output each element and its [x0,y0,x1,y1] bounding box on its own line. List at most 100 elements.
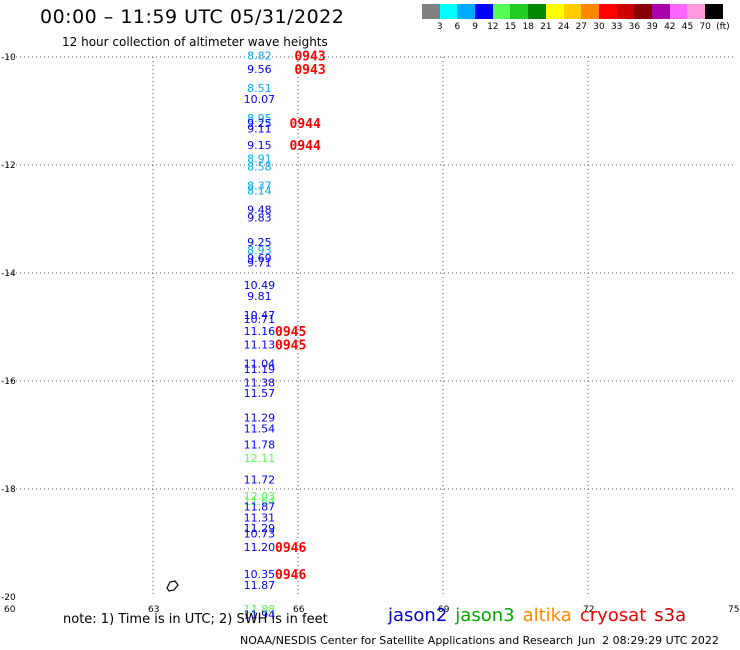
longitude-tick-label: 69 [438,605,450,615]
color-swatch [528,4,546,19]
color-scale-label: 27 [575,22,588,32]
wave-height-label: 10.47 [244,309,276,322]
wave-height-label: 9.71 [247,257,272,270]
wave-height-label: 9.56 [247,63,272,76]
color-scale-label: 33 [610,22,623,32]
pass-time-label: 0943 [294,50,325,65]
pass-time-label: 0946 [275,568,306,583]
latitude-tick-label: -14 [1,269,16,279]
color-scale-bar [422,4,723,20]
longitude-tick-label: 63 [148,605,159,615]
color-swatch [651,4,670,19]
wave-height-label: 8.91 [247,152,272,165]
pass-time-label: 0944 [290,139,321,154]
color-swatch [439,4,458,19]
color-scale-label: 45 [681,22,694,32]
wave-height-label: 11.94 [244,609,276,622]
footer-note: note: 1) Time is in UTC; 2) SWH is in fe… [63,612,328,627]
color-scale-label: 24 [557,22,570,32]
wave-height-label: 11.54 [244,422,276,435]
wave-height-label: 8.58 [247,160,272,173]
color-scale-labels: 3 6 9 12 15 18 21 24 27 30 33 36 39 42 45 70 (ft) [422,22,740,34]
wave-height-label: 9.83 [247,212,272,225]
color-swatch [492,4,511,19]
wave-height-label: 9.25 [247,236,272,249]
color-swatch [705,4,723,19]
wave-height-label: 9.11 [247,123,272,136]
color-swatch [598,4,617,19]
legend-altika: altika [522,605,572,626]
color-swatch [510,4,529,19]
color-scale-label: 15 [504,22,517,32]
color-swatch [457,4,476,19]
longitude-tick-label: 75 [728,605,739,615]
wave-height-label: 11.19 [244,363,276,376]
color-swatch [422,4,440,19]
wave-height-label: 10.49 [244,279,276,292]
wave-height-label: 8.82 [247,50,272,63]
color-swatch [634,4,652,19]
wave-height-label: 11.16 [244,325,276,338]
wave-height-label: 11.64 [244,495,276,508]
color-scale-label: 6 [454,22,461,32]
longitude-tick-label: 72 [583,605,594,615]
wave-height-label: 8.14 [247,185,272,198]
color-scale-label: 39 [646,22,658,32]
wave-height-label: 9.25 [247,117,272,130]
generated-timestamp: Jun 2 08:29:29 UTC 2022 [578,634,719,647]
color-scale-label: 3 [436,22,443,32]
latitude-tick-label: -10 [1,53,16,63]
color-swatch [563,4,582,19]
latitude-tick-label: -16 [1,377,16,387]
legend-cryosat: cryosat [579,605,647,626]
color-scale-label: 70 [699,22,711,32]
longitude-tick-label: 66 [293,605,305,615]
color-scale-label: 18 [522,22,534,32]
island-outline [166,580,179,592]
wave-height-label: 10.35 [244,568,276,581]
color-swatch [475,4,493,19]
legend-s3a: s3a [654,605,687,626]
color-swatch [616,4,635,19]
wave-height-label: 8.95 [247,112,272,125]
satellite-legend: jason2 jason3 altika cryosat s3a [388,605,694,626]
color-scale-label: 42 [664,22,676,32]
color-swatch [687,4,705,19]
latitude-tick-label: -18 [1,485,16,495]
wave-height-label: 11.72 [244,474,276,487]
wave-height-label: 11.04 [244,358,276,371]
wave-height-label: 9.15 [247,139,272,152]
wave-height-label: 10.71 [244,313,276,326]
wave-height-label: 11.31 [244,511,276,524]
map-subtitle: 12 hour collection of altimeter wave hei… [62,35,328,49]
color-scale-label: (ft) [716,22,730,32]
wave-height-label: 11.29 [244,412,276,425]
wave-height-label: 9.81 [247,290,272,303]
wave-height-label: 11.29 [244,522,276,535]
longitude-tick-label: 60 [4,605,16,615]
credit-text: NOAA/NESDIS Center for Satellite Applica… [240,634,574,647]
wave-height-label: 11.87 [244,501,276,514]
wave-height-label: 12.03 [244,490,276,503]
latitude-tick-label: -20 [1,593,16,603]
color-scale-label: 9 [472,22,478,32]
wave-height-label: 11.38 [244,376,276,389]
latitude-tick-label: -12 [1,161,16,171]
pass-time-label: 0944 [290,117,321,132]
color-scale-label: 12 [487,22,499,32]
wave-height-label: 8.51 [247,82,272,95]
legend-jason2: jason2 [388,605,448,626]
color-swatch [545,4,564,19]
wave-height-label: 11.88 [244,603,276,616]
wave-height-label: 10.73 [244,528,276,541]
pass-time-label: 0945 [275,339,306,354]
color-swatch [581,4,599,19]
wave-height-label: 11.57 [244,387,276,400]
color-scale-label: 30 [593,22,605,32]
map-title: 00:00 – 11:59 UTC 05/31/2022 [40,6,345,28]
wave-height-label: 9.69 [247,252,272,265]
pass-time-label: 0945 [275,325,306,340]
pass-time-label: 0946 [275,541,306,556]
wave-height-label: 8.37 [247,179,272,192]
